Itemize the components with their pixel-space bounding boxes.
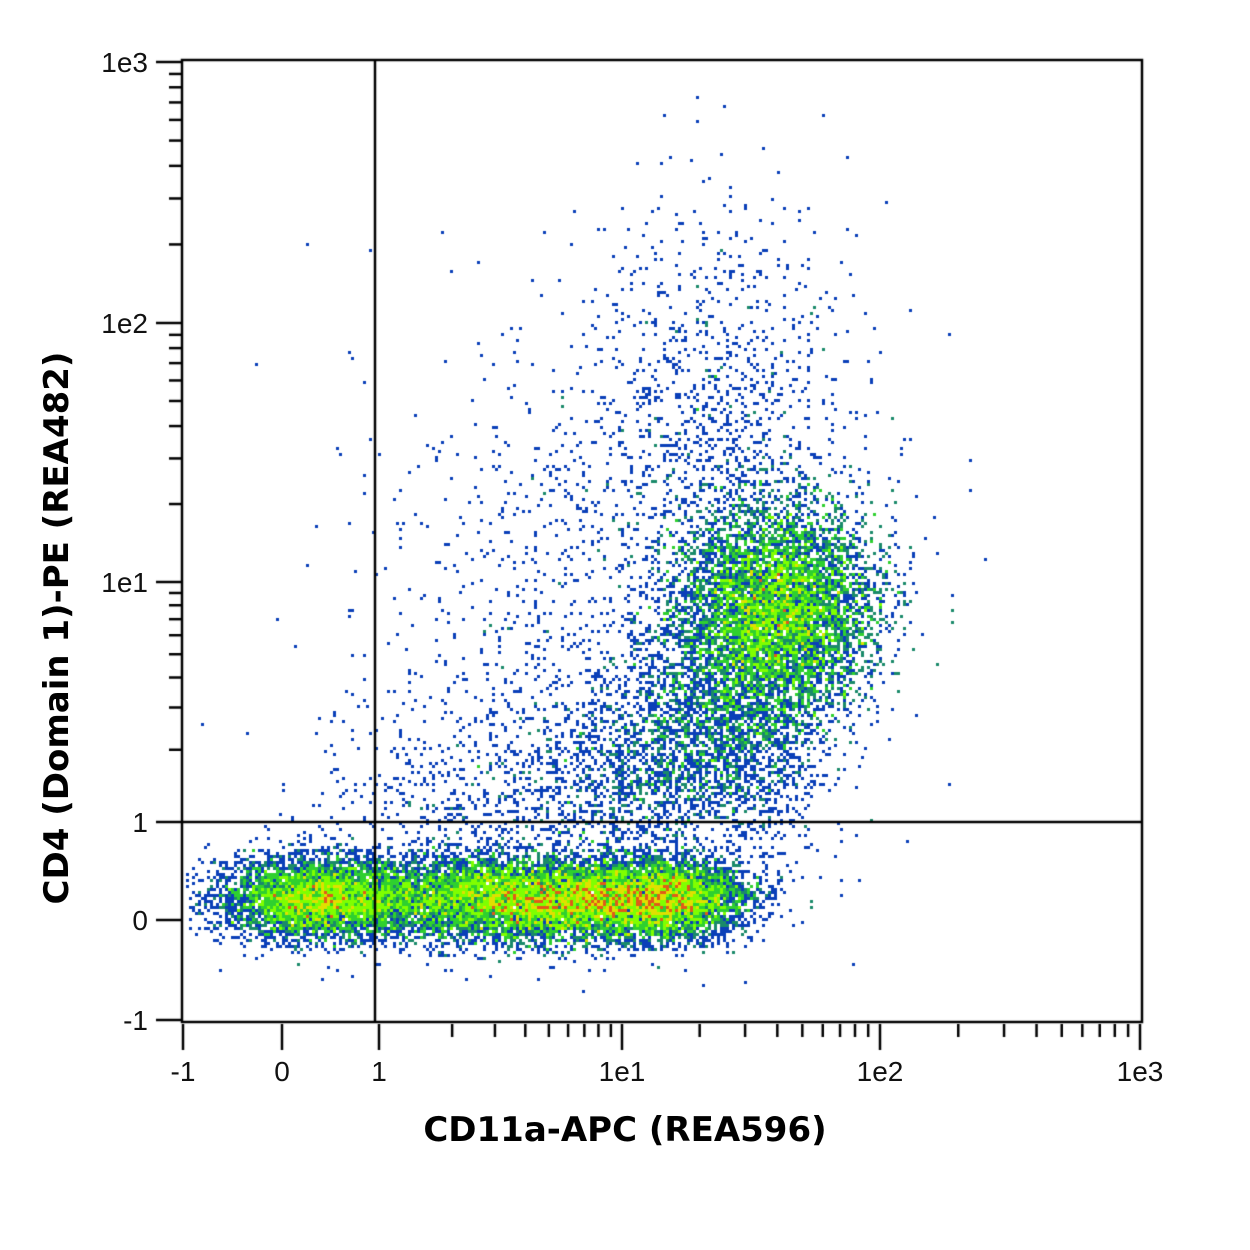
x-tick-1e2: 1e2 [856,1056,904,1087]
y-tick-1e2: 1e2 [101,308,148,339]
y-tick-0: 0 [132,905,148,936]
y-tick-1e1: 1e1 [101,567,148,598]
x-tick-1e1: 1e1 [598,1056,646,1087]
y-tick-minus1: -1 [123,1005,148,1036]
x-tick-1: 1 [371,1056,387,1087]
x-tick-1e3: 1e3 [1116,1056,1164,1087]
x-tick-0: 0 [274,1056,290,1087]
y-tick-1: 1 [132,807,148,838]
y-tick-1e3: 1e3 [101,47,148,78]
x-axis-title: CD11a-APC (REA596) [423,1110,827,1150]
x-tick-minus1: -1 [170,1056,196,1087]
y-axis-title: CD4 (Domain 1)-PE (REA482) [37,351,77,905]
